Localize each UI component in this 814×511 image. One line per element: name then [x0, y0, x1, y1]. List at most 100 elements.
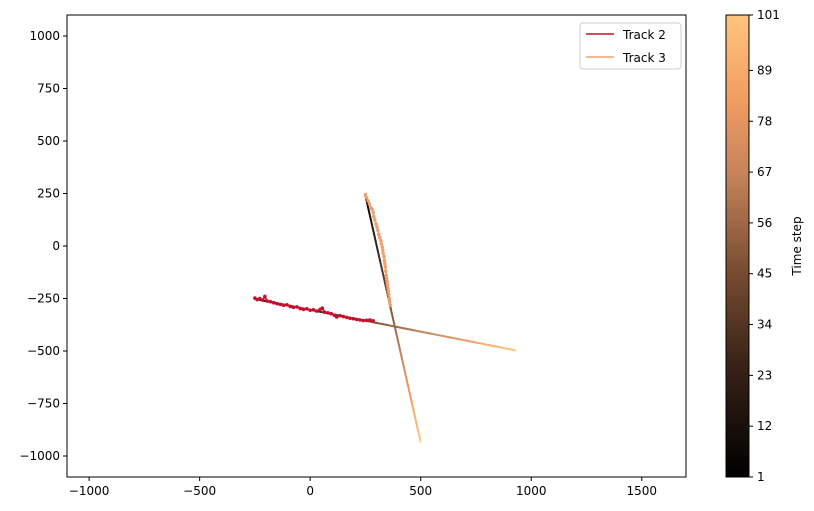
colorbar-tick-label: 56	[757, 216, 772, 230]
series-2-point	[263, 294, 267, 299]
series-3-point	[387, 292, 391, 297]
series-2-prediction-segment	[379, 322, 383, 326]
series-3-point	[384, 273, 389, 278]
series-3-prediction-segment	[383, 281, 387, 285]
series-2-prediction-segment	[439, 334, 443, 337]
series-3-prediction-segment	[406, 382, 409, 386]
series-2-prediction-segment	[382, 323, 386, 326]
series-3-prediction-segment	[376, 249, 380, 253]
series-2-prediction-segment	[411, 328, 415, 332]
series-3-prediction-segment	[394, 328, 397, 332]
series-3-prediction-segment	[415, 422, 418, 426]
series-2-prediction-segment	[377, 322, 381, 325]
series-3-prediction-segment	[409, 395, 412, 399]
series-3-prediction-segment	[414, 417, 417, 421]
series-3-point	[385, 283, 390, 287]
series-2-point	[311, 308, 316, 312]
series-3-point	[380, 248, 385, 252]
series-3-point	[366, 199, 370, 203]
series-2-prediction-segment	[507, 347, 511, 351]
series-3-prediction-segment	[413, 412, 416, 416]
series-2-prediction-segment	[486, 343, 490, 347]
series-2-prediction-segment	[466, 339, 470, 343]
series-3-prediction-segment	[389, 308, 393, 312]
series-2-prediction-segment	[434, 333, 438, 336]
series-2-prediction-segment	[489, 344, 493, 347]
series-3-prediction-segment	[418, 437, 422, 441]
series-3-prediction-segment	[381, 269, 384, 273]
series-2-point	[348, 316, 352, 321]
series-3-prediction-segment	[401, 360, 405, 364]
series-2-point	[291, 305, 296, 310]
series-3-prediction-segment	[419, 439, 422, 443]
series-3-point	[376, 228, 380, 233]
series-3-prediction-segment	[400, 358, 404, 362]
series-3-point	[382, 258, 387, 263]
series-3-prediction-segment	[369, 217, 372, 221]
series-3-prediction-segment	[418, 434, 421, 438]
series-3-prediction-segment	[397, 343, 401, 347]
series-3-prediction-segment	[410, 402, 414, 406]
y-tick-label: 500	[37, 134, 60, 148]
series-2-prediction-segment	[421, 330, 425, 334]
series-3-prediction-segment	[374, 242, 378, 246]
x-tick-label: 500	[409, 484, 432, 498]
series-2-point	[305, 306, 309, 311]
series-3-prediction-segment	[380, 266, 384, 270]
series-3-prediction-segment	[368, 212, 371, 216]
series-3-prediction-segment	[398, 345, 401, 349]
series-2-prediction-segment	[400, 326, 404, 330]
series-2-prediction-segment	[413, 329, 417, 332]
series-3-prediction-segment	[403, 370, 407, 374]
x-tick-label: −500	[183, 484, 216, 498]
series-2-prediction-segment	[460, 338, 464, 342]
series-3-point	[363, 192, 368, 197]
series-3-point	[388, 303, 393, 307]
series-3-prediction-segment	[415, 424, 419, 428]
y-tick-label: −750	[27, 397, 60, 411]
series-3-prediction-segment	[404, 375, 408, 379]
series-2-prediction-segment	[502, 346, 506, 350]
series-2-prediction-segment	[319, 310, 323, 314]
series-3-prediction-segment	[378, 259, 382, 263]
series-3-prediction-segment	[408, 390, 411, 394]
series-3-point	[386, 286, 390, 290]
series-3-point	[367, 202, 372, 206]
colorbar-tick-label: 23	[757, 368, 772, 382]
colorbar-tick-label: 67	[757, 165, 772, 179]
colorbar: 1 12 23 34 45 56 67 78 89 101 Time step	[725, 8, 804, 484]
series-3-prediction-segment	[407, 387, 411, 391]
series-3-prediction-segment	[367, 210, 371, 214]
series-3-prediction-segment	[379, 264, 383, 268]
series-3-prediction-segment	[398, 348, 402, 352]
colorbar-tick-label: 12	[757, 419, 772, 433]
series-3-prediction-segment	[399, 353, 403, 357]
series-3-prediction-segment	[412, 410, 416, 413]
series-3-prediction-segment	[416, 429, 420, 433]
series-2-prediction-segment	[419, 330, 423, 333]
series-3-prediction-segment	[391, 316, 395, 320]
series-3-prediction-segment	[412, 407, 415, 411]
series-3-prediction-segment	[375, 244, 379, 248]
series-3-prediction-segment	[377, 254, 381, 258]
legend: Track 2 Track 3	[579, 22, 682, 70]
series-2-prediction-segment	[387, 324, 391, 327]
series-2-point	[338, 313, 342, 318]
series-2-point	[278, 302, 283, 307]
series-2-point	[298, 306, 303, 311]
series-3-prediction-segment	[414, 419, 418, 423]
x-tick-label: 0	[306, 484, 314, 498]
series-3-point	[381, 251, 385, 256]
series-2-point	[281, 303, 286, 308]
y-tick-label: 250	[37, 187, 60, 201]
series-2-prediction-segment	[510, 348, 514, 351]
series-2-point	[257, 296, 262, 301]
series-3-prediction-segment	[416, 427, 419, 431]
series-2-point	[275, 301, 279, 306]
series-3-prediction-segment	[400, 355, 403, 359]
series-2-point	[322, 310, 327, 314]
series-3-point	[379, 238, 383, 243]
series-3-prediction-segment	[402, 365, 406, 369]
series-2-prediction-segment	[479, 342, 483, 345]
series-3-prediction-segment	[368, 215, 372, 219]
